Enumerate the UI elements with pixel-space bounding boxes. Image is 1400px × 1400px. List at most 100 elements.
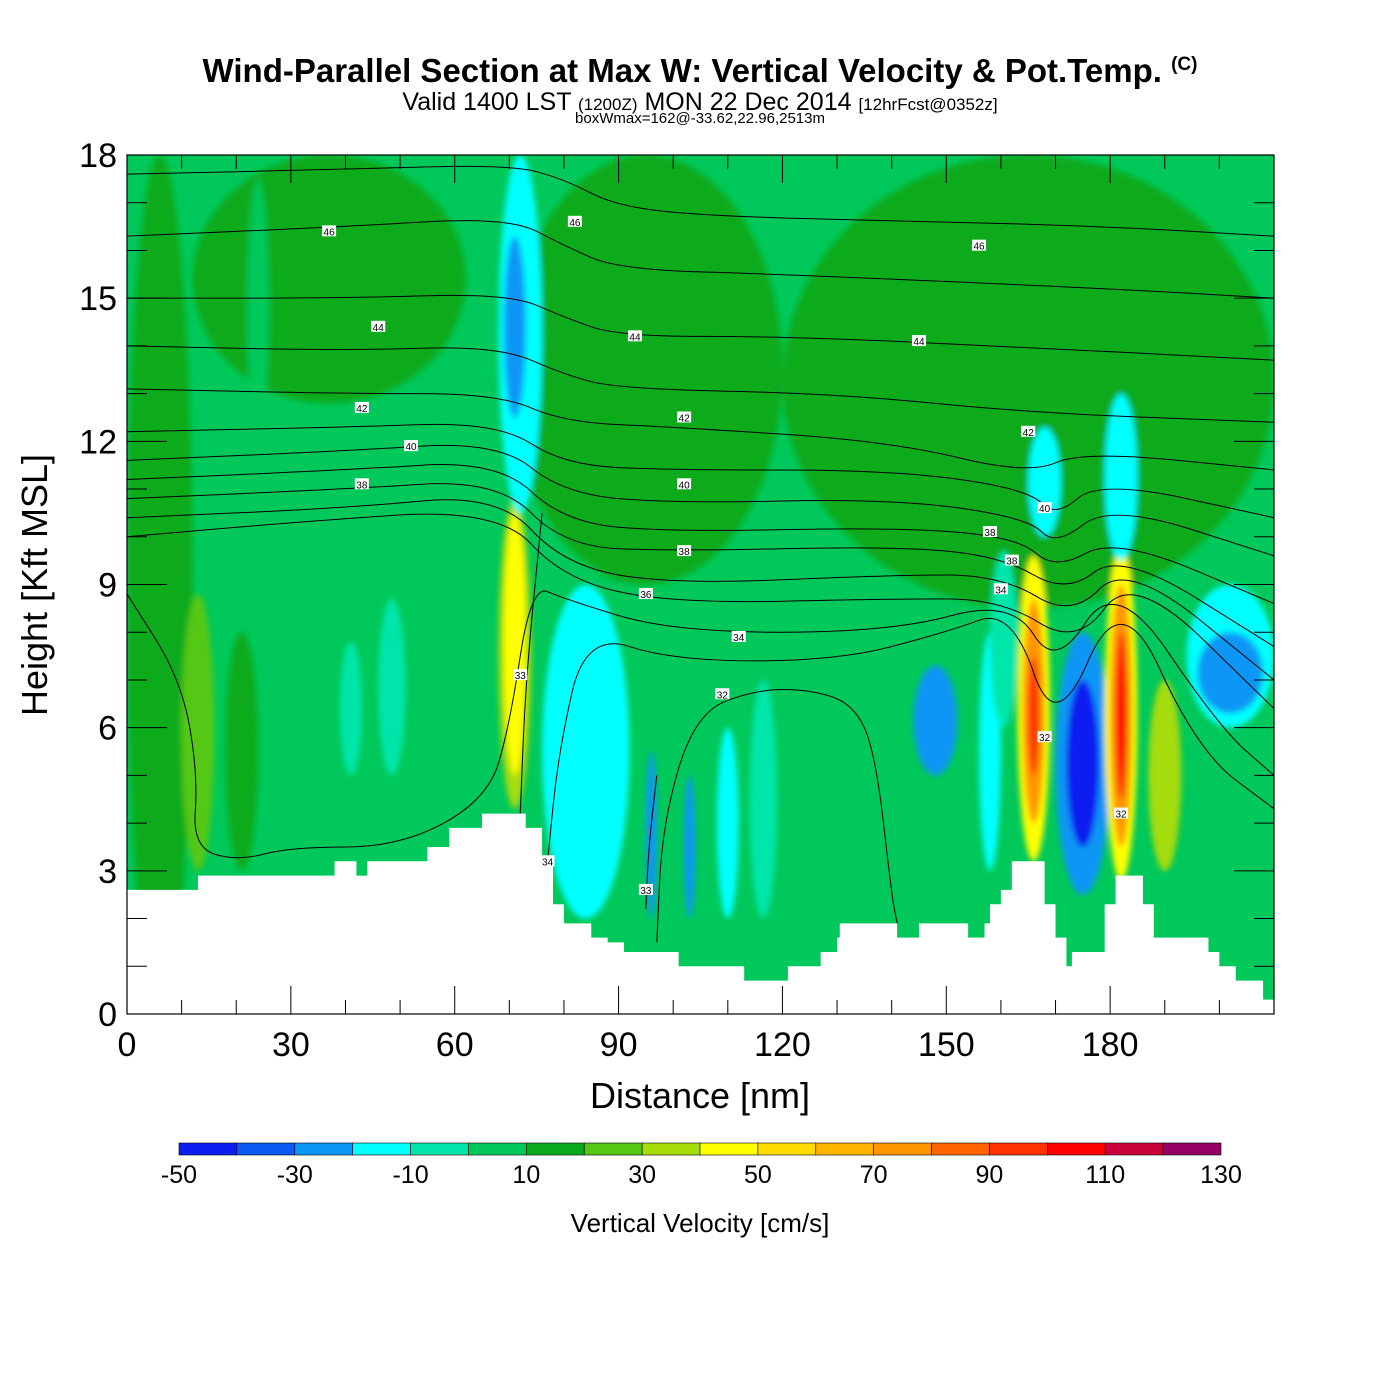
chart-subtitle: Valid 1400 LST (1200Z) MON 22 Dec 2014 [… [402,88,998,116]
theta-contour-37 [127,499,1274,681]
w-cell-18 [913,665,958,776]
svg-text:38: 38 [356,480,368,491]
colorbar-swatch-90 [989,1142,1048,1156]
theta-contour-40 [127,444,1274,557]
colorbar-tick-50: 50 [744,1161,772,1189]
theta-label-42: 42 [354,401,369,415]
colorbar-tick-90: 90 [976,1161,1004,1189]
colorbar-label: Vertical Velocity [cm/s] [571,1208,830,1238]
theta-label-33: 33 [638,883,653,897]
y-axis-label: Height [Kft MSL] [14,454,55,716]
w-cell-4 [181,594,215,871]
w-cell-23 [1028,656,1040,776]
svg-text:34: 34 [995,585,1007,596]
theta-label-36: 36 [638,588,653,601]
theta-contour-39 [127,464,1274,605]
theta-label-42: 42 [1021,425,1036,439]
vertical-velocity-field [127,155,1274,1014]
svg-text:40: 40 [405,442,417,453]
svg-text:38: 38 [984,528,996,539]
theta-label-38: 38 [982,526,997,539]
svg-text:46: 46 [324,227,336,238]
svg-text:32: 32 [1039,733,1051,744]
w-cell-28 [1115,632,1127,800]
y-tick-label-6: 6 [98,710,117,748]
terrain-mask [127,813,1274,1014]
colorbar-swatch-30 [641,1142,701,1156]
theta-contour-35 [127,590,1274,859]
colorbar-tick-70: 70 [860,1161,888,1189]
chart-title: Wind-Parallel Section at Max W: Vertical… [202,52,1198,89]
svg-text:34: 34 [542,857,554,868]
w-cell-7 [340,641,362,776]
theta-label-46: 46 [567,215,582,229]
svg-text:44: 44 [373,323,385,334]
w-cell-8 [378,598,406,776]
w-cell-1 [192,155,466,404]
svg-text:32: 32 [717,690,729,701]
theta-label-46: 46 [322,225,337,238]
svg-text:38: 38 [679,547,691,558]
colorbar-swatch-10 [526,1142,585,1156]
svg-text:42: 42 [679,413,691,424]
w-cell-6 [247,178,270,442]
w-cell-20 [989,551,1018,728]
colorbar-tick-110: 110 [1085,1161,1125,1189]
x-tick-label-0: 0 [118,1026,137,1064]
colorbar-tick-10: 10 [512,1161,540,1189]
x-tick-label-30: 30 [272,1026,310,1064]
svg-text:40: 40 [1039,504,1051,515]
theta-contour-42 [127,388,1274,471]
theta-label-42: 42 [677,411,692,424]
x-tick-label-150: 150 [918,1026,975,1064]
w-cell-15 [684,775,696,919]
w-cell-31 [1197,632,1264,714]
plot-area: 46 46 46 44 44 44 42 42 42 40 40 40 38 38 38 38 36 34 34 34… [127,155,1274,1014]
theta-label-38: 38 [677,545,692,558]
theta-label-38: 38 [354,478,369,491]
theta-label-40: 40 [1037,502,1052,515]
theta-label-40: 40 [404,440,419,453]
colorbar-swatch-50 [757,1142,817,1156]
svg-text:46: 46 [973,242,985,253]
y-tick-label-9: 9 [98,567,117,605]
svg-text:34: 34 [733,633,745,644]
contour-labels: 46 46 46 44 44 44 42 42 42 40 40 40 38 38 38 38 36 34 34 34… [322,215,1129,897]
theta-contour-45 [127,220,1274,299]
w-cell-5 [225,632,259,871]
w-cell-17 [749,679,777,919]
theta-contour-43 [127,345,1274,423]
colorbar-swatch-100 [1047,1142,1106,1156]
svg-text:44: 44 [629,332,641,343]
svg-text:33: 33 [640,886,652,897]
colorbar: -50 -30 -10 10 30 50 70 90 110 130 [161,1142,1242,1189]
svg-text:40: 40 [679,480,691,491]
w-cell-33 [1104,393,1138,561]
x-tick-label-60: 60 [436,1026,474,1064]
w-cell-10 [503,512,526,776]
theta-label-34: 34 [540,855,555,868]
colorbar-swatch-120 [1162,1142,1222,1156]
svg-text:42: 42 [1023,428,1035,439]
theta-label-46: 46 [972,239,987,253]
w-cell-16 [716,727,739,919]
theta-label-32: 32 [1037,731,1052,744]
theta-contour-44 [127,294,1274,361]
colorbar-tick--50: -50 [161,1161,197,1189]
colorbar-swatch-40 [699,1142,759,1156]
x-tick-label-120: 120 [754,1026,811,1064]
colorbar-swatch--40 [236,1142,296,1156]
y-tick-label-12: 12 [79,423,117,461]
chart-boxwmax: boxWmax=162@-33.62,22.96,2513m [575,110,825,127]
theta-label-44: 44 [627,330,642,343]
colorbar-swatch--10 [410,1142,469,1156]
colorbar-swatch-20 [583,1142,643,1156]
w-cell-32 [1028,427,1061,537]
svg-text:42: 42 [356,404,368,415]
colorbar-tick-130: 130 [1200,1161,1242,1189]
x-tick-label-180: 180 [1082,1026,1139,1064]
svg-text:33: 33 [515,671,527,682]
w-cell-14 [645,751,657,919]
